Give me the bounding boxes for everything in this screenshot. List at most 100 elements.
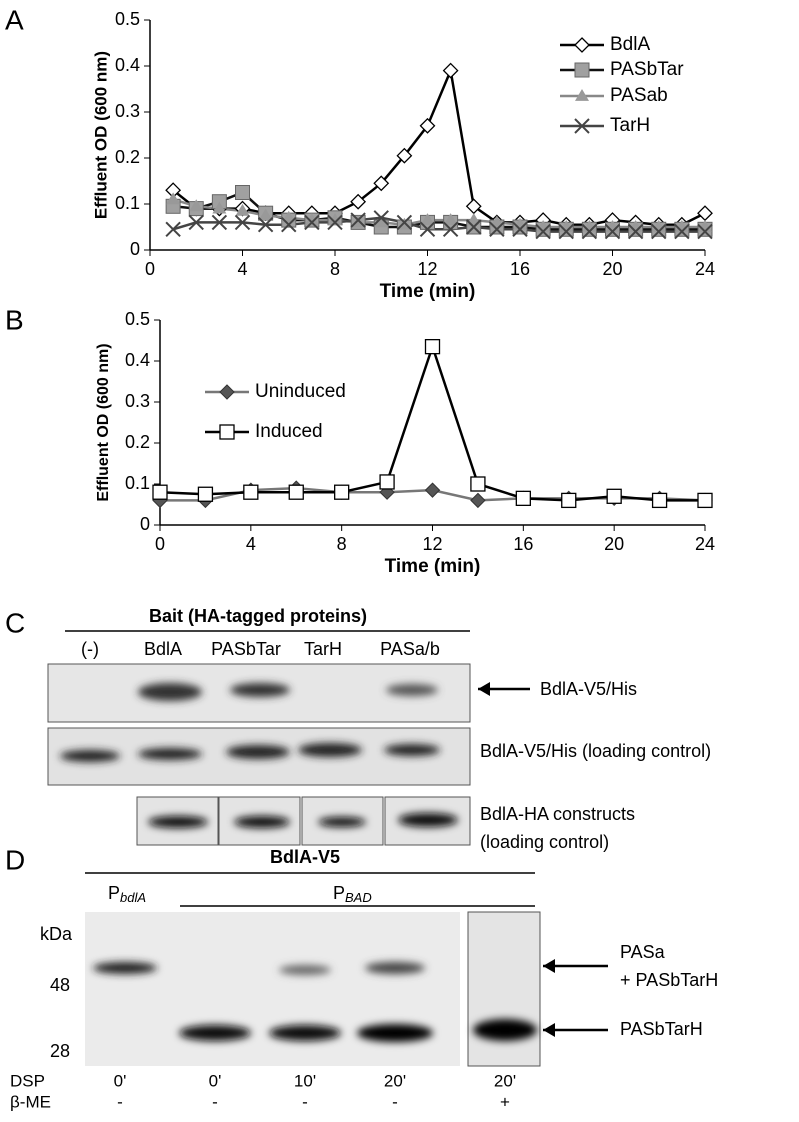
dsp-label: 0'	[114, 1071, 127, 1090]
panel-label: C	[5, 607, 25, 638]
marker	[258, 208, 273, 221]
y-axis-title: Effluent OD (600 nm)	[95, 343, 112, 501]
y-axis-title: Effluent OD (600 nm)	[91, 51, 110, 219]
arrow-head	[478, 682, 490, 696]
marker	[515, 490, 531, 507]
band-label: PASa	[620, 942, 666, 962]
dsp-label: 0'	[209, 1071, 222, 1090]
row-label: BdlA-V5/His	[540, 679, 637, 699]
marker	[281, 210, 296, 223]
x-tick-label: 12	[417, 259, 437, 279]
marker	[424, 482, 441, 498]
bme-label: -	[117, 1092, 123, 1111]
marker	[373, 210, 389, 226]
marker	[697, 223, 713, 240]
y-tick-label: 0.5	[125, 309, 150, 329]
marker	[651, 223, 667, 240]
dsp-label: 20'	[494, 1071, 516, 1090]
marker	[470, 476, 486, 492]
marker	[328, 213, 342, 225]
title: BdlA-V5	[270, 847, 340, 867]
marker	[350, 212, 366, 228]
x-tick-label: 16	[510, 259, 530, 279]
marker	[489, 215, 504, 228]
x-tick-label: 0	[155, 534, 165, 554]
band-label: + PASbTarH	[620, 970, 718, 990]
legend-marker	[574, 37, 590, 53]
y-tick-label: 0.3	[115, 101, 140, 121]
marker	[604, 223, 621, 240]
marker	[558, 223, 574, 240]
marker	[443, 213, 458, 225]
y-tick-label: 0.1	[115, 193, 140, 213]
legend-label: Uninduced	[255, 381, 346, 402]
lane-label: PASbTar	[211, 639, 281, 659]
x-tick-label: 8	[337, 534, 347, 554]
x-tick-label: 16	[513, 534, 533, 554]
x-tick-label: 8	[330, 259, 340, 279]
x-tick-label: 20	[604, 534, 624, 554]
marker	[327, 214, 343, 231]
marker	[424, 338, 441, 355]
y-tick-label: 0.3	[125, 391, 150, 411]
marker	[512, 221, 528, 238]
bands	[60, 743, 440, 762]
marker	[379, 474, 395, 490]
x-axis-title: Time (min)	[380, 281, 476, 302]
panel-label: A	[5, 4, 24, 35]
dsp-label: 10'	[294, 1071, 316, 1090]
marker	[419, 221, 436, 238]
y-tick-label: 0.4	[125, 350, 150, 370]
marker	[235, 185, 250, 200]
legend-label: PASab	[610, 85, 668, 106]
marker	[419, 117, 436, 134]
row-label: β-ME	[10, 1092, 51, 1111]
marker	[257, 216, 274, 233]
x-tick-label: 24	[695, 534, 715, 554]
marker	[470, 492, 486, 509]
marker	[396, 147, 413, 164]
legend-marker	[574, 118, 590, 134]
bands	[93, 962, 537, 1042]
marker	[489, 221, 505, 238]
dsp-label: 20'	[384, 1071, 406, 1090]
arrow-head	[543, 959, 555, 973]
x-tick-label: 4	[246, 534, 256, 554]
marker	[189, 199, 204, 212]
x-tick-label: 20	[602, 259, 622, 279]
band-label: PASbTarH	[620, 1019, 703, 1039]
x-tick-label: 4	[237, 259, 247, 279]
marker	[442, 62, 459, 79]
legend-label: Induced	[255, 421, 323, 442]
row-label: DSP	[10, 1071, 45, 1090]
unit: kDa	[40, 924, 73, 944]
marker	[697, 492, 713, 509]
legend-label: TarH	[610, 115, 650, 136]
bme-label: -	[212, 1092, 218, 1111]
x-tick-label: 12	[422, 534, 442, 554]
marker	[211, 214, 228, 231]
marker	[243, 484, 259, 500]
y-tick-label: 0.1	[125, 473, 150, 493]
y-tick-label: 0.2	[115, 147, 140, 167]
mw-marker: 28	[50, 1041, 70, 1061]
marker	[166, 192, 181, 205]
marker	[235, 203, 250, 216]
marker	[466, 213, 481, 225]
row-label: BdlA-HA constructs	[480, 804, 635, 824]
series-line	[159, 342, 705, 502]
lane-label: BdlA	[144, 639, 182, 659]
marker	[152, 484, 168, 500]
marker	[466, 219, 482, 235]
marker	[561, 492, 577, 509]
marker	[606, 488, 622, 504]
bands	[138, 683, 438, 701]
bme-label: +	[500, 1092, 510, 1111]
y-tick-label: 0.4	[115, 55, 140, 75]
marker	[165, 221, 181, 238]
promoter: PbdlA	[108, 883, 146, 906]
marker	[697, 205, 713, 222]
panel-d: D BdlA-V5 PbdlA PBAD kDa 48 28 PASa + PA…	[5, 844, 718, 1111]
marker	[420, 213, 435, 225]
